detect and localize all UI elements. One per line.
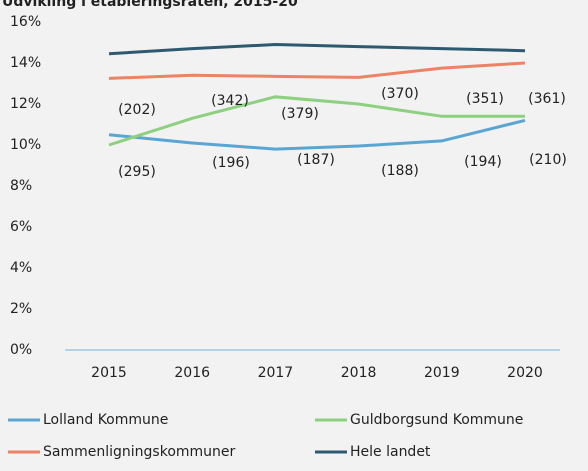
annotation: (361) [528, 91, 566, 107]
y-tick-label: 12% [10, 96, 41, 112]
annotation: (210) [529, 152, 567, 168]
x-tick-label: 2020 [507, 365, 543, 381]
series-line [108, 118, 526, 151]
annotation: (379) [281, 106, 319, 122]
legend-label: Hele landet [350, 444, 431, 460]
y-tick-label: 6% [10, 219, 32, 235]
y-tick-label: 2% [10, 301, 32, 317]
series-line [108, 95, 525, 147]
annotation: (196) [212, 155, 250, 171]
annotation: (187) [297, 152, 335, 168]
x-tick-label: 2016 [174, 365, 210, 381]
y-tick-label: 14% [10, 55, 41, 71]
x-tick-label: 2018 [341, 365, 377, 381]
series-line [108, 61, 526, 80]
legend-label: Lolland Kommune [43, 412, 168, 428]
y-tick-label: 8% [10, 178, 32, 194]
series-line [108, 43, 526, 56]
annotation: (295) [118, 164, 156, 180]
x-tick-label: 2019 [424, 365, 460, 381]
annotation: (342) [211, 93, 249, 109]
annotation: (370) [381, 86, 419, 102]
y-tick-label: 0% [10, 342, 32, 358]
chart-title: Udvikling i etableringsraten, 2015-20 [2, 0, 298, 10]
x-tick-label: 2017 [258, 365, 294, 381]
legend-label: Sammenligningskommuner [43, 444, 236, 460]
annotation: (188) [381, 163, 419, 179]
y-tick-label: 10% [10, 137, 41, 153]
legend-label: Guldborgsund Kommune [350, 412, 523, 428]
x-tick-label: 2015 [91, 365, 127, 381]
y-tick-label: 16% [10, 14, 41, 30]
y-tick-label: 4% [10, 260, 32, 276]
annotation: (351) [466, 91, 504, 107]
annotation: (202) [118, 102, 156, 118]
annotation: (194) [464, 154, 502, 170]
